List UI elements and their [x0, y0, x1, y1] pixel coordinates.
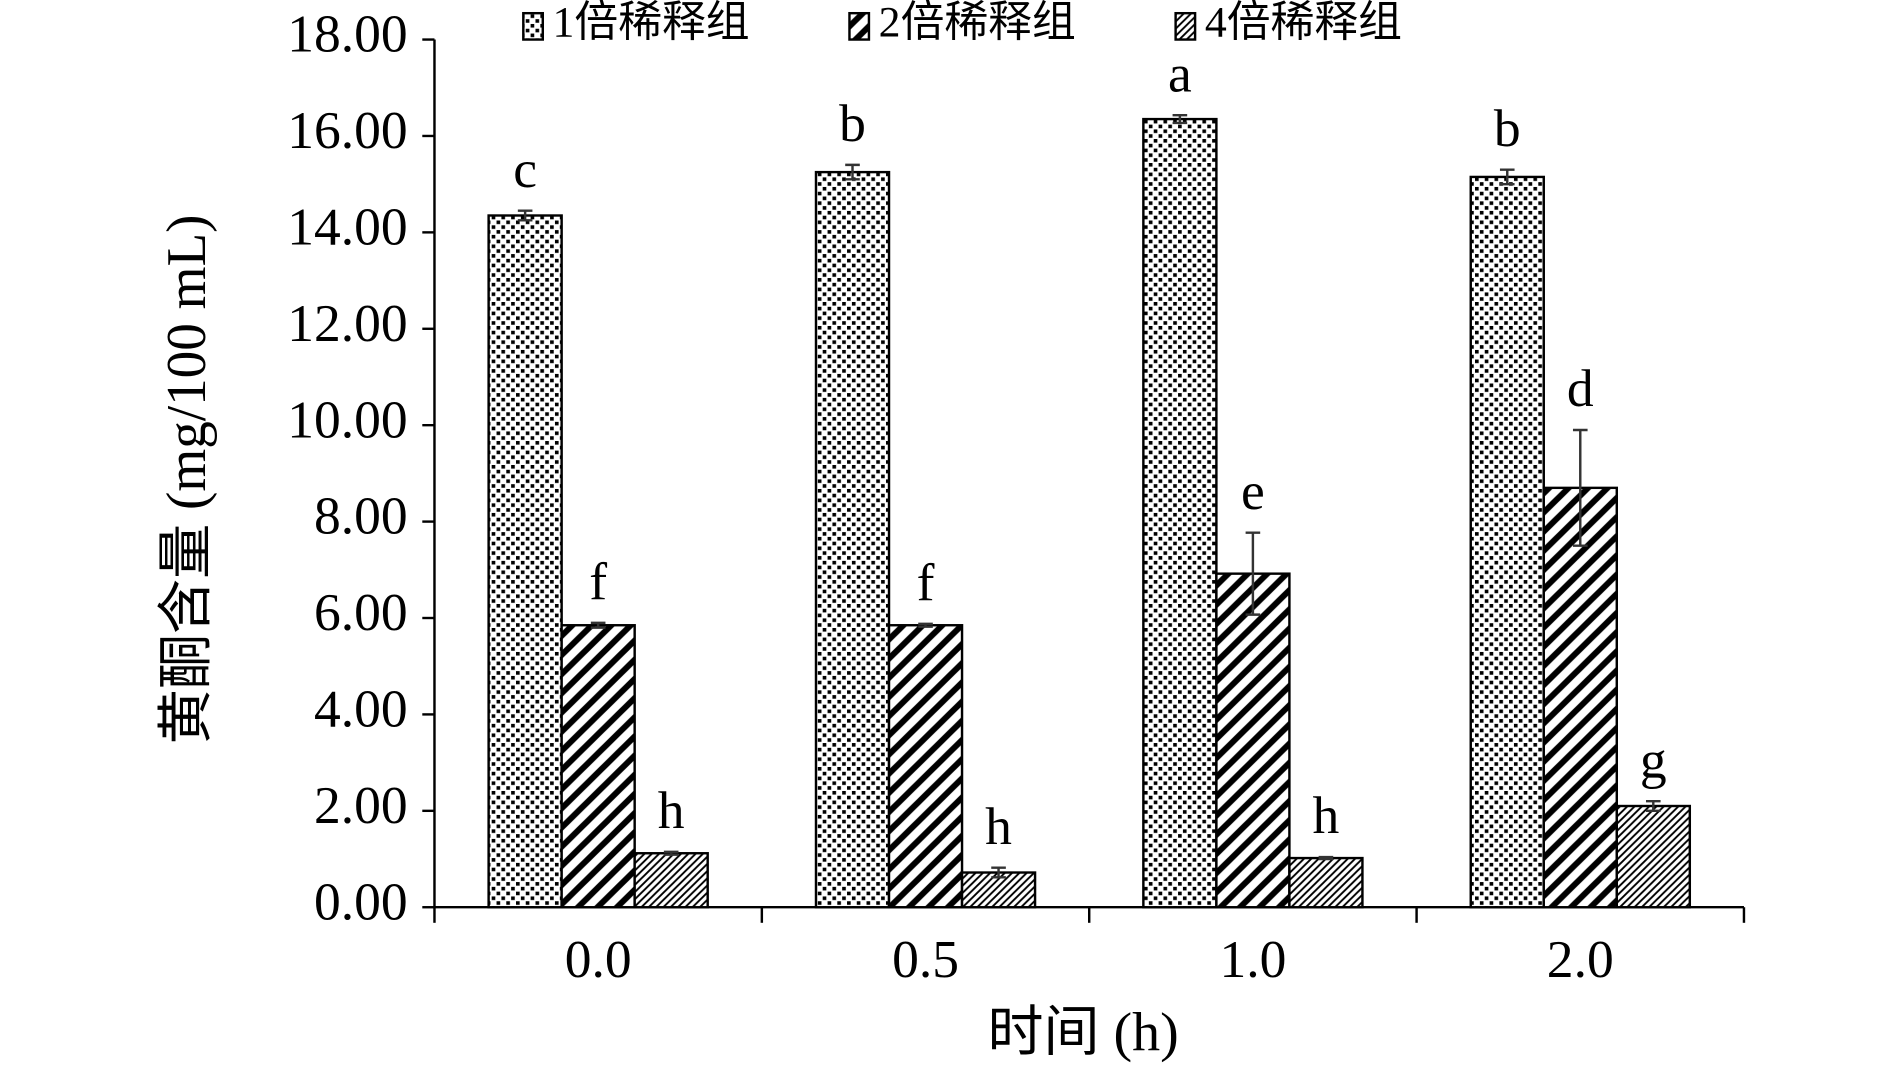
significance-letter: d — [1567, 361, 1594, 419]
y-tick-label: 18.00 — [287, 6, 407, 64]
error-bar — [845, 163, 860, 181]
y-tick-label: 0.00 — [314, 874, 408, 932]
legend-swatch — [522, 11, 544, 41]
bar — [487, 214, 563, 909]
y-tick-label: 2.00 — [314, 777, 408, 835]
significance-letter: h — [658, 782, 685, 840]
significance-letter: h — [1313, 788, 1340, 846]
error-bar — [1499, 168, 1515, 186]
error-bar — [918, 622, 933, 628]
error-bar — [1245, 531, 1261, 616]
legend-label: 4倍稀释组 — [1205, 0, 1402, 46]
bar — [560, 624, 636, 909]
y-tick-label: 4.00 — [314, 681, 408, 739]
legend-label: 1倍稀释组 — [553, 0, 750, 46]
significance-letter: g — [1640, 732, 1667, 790]
y-tick-label: 16.00 — [287, 102, 407, 160]
error-bar — [590, 621, 606, 629]
error-bar — [991, 866, 1006, 879]
significance-letter: f — [917, 554, 935, 612]
x-tick-label: 2.0 — [1547, 931, 1614, 989]
bar — [1142, 117, 1218, 909]
y-axis-title: 黄酮含量 (mg/100 mL) — [156, 215, 218, 745]
error-bar — [517, 209, 533, 222]
bar — [1469, 175, 1545, 909]
y-tick-label: 12.00 — [287, 295, 407, 353]
legend-label: 2倍稀释组 — [879, 0, 1076, 46]
y-tick-label: 10.00 — [287, 392, 407, 450]
bar — [1215, 572, 1291, 909]
bar — [887, 624, 964, 909]
x-tick-label: 1.0 — [1219, 931, 1286, 989]
error-bar — [663, 850, 679, 856]
bar — [814, 170, 891, 909]
error-bar — [1572, 428, 1588, 547]
y-tick-label: 8.00 — [314, 488, 408, 546]
y-tick-label: 14.00 — [287, 199, 407, 257]
legend-swatch — [1174, 11, 1197, 41]
error-bar — [1645, 799, 1661, 813]
significance-letter: h — [985, 798, 1012, 856]
bar — [1288, 856, 1364, 909]
bar — [633, 852, 709, 909]
y-tick-label: 6.00 — [314, 584, 408, 642]
significance-letter: b — [1494, 100, 1521, 158]
bar — [1615, 804, 1692, 909]
x-tick-label: 0.5 — [892, 931, 959, 989]
significance-letter: e — [1241, 463, 1265, 521]
significance-letter: b — [839, 95, 866, 153]
significance-letter: f — [589, 553, 607, 611]
error-bar — [1172, 114, 1188, 125]
significance-letter: c — [513, 141, 537, 199]
error-bar — [1318, 855, 1334, 861]
legend-swatch — [848, 11, 871, 41]
x-tick-label: 0.0 — [565, 931, 632, 989]
significance-letter: a — [1168, 46, 1192, 104]
x-axis-title: 时间 (h) — [988, 1002, 1179, 1064]
bar — [1542, 486, 1619, 909]
